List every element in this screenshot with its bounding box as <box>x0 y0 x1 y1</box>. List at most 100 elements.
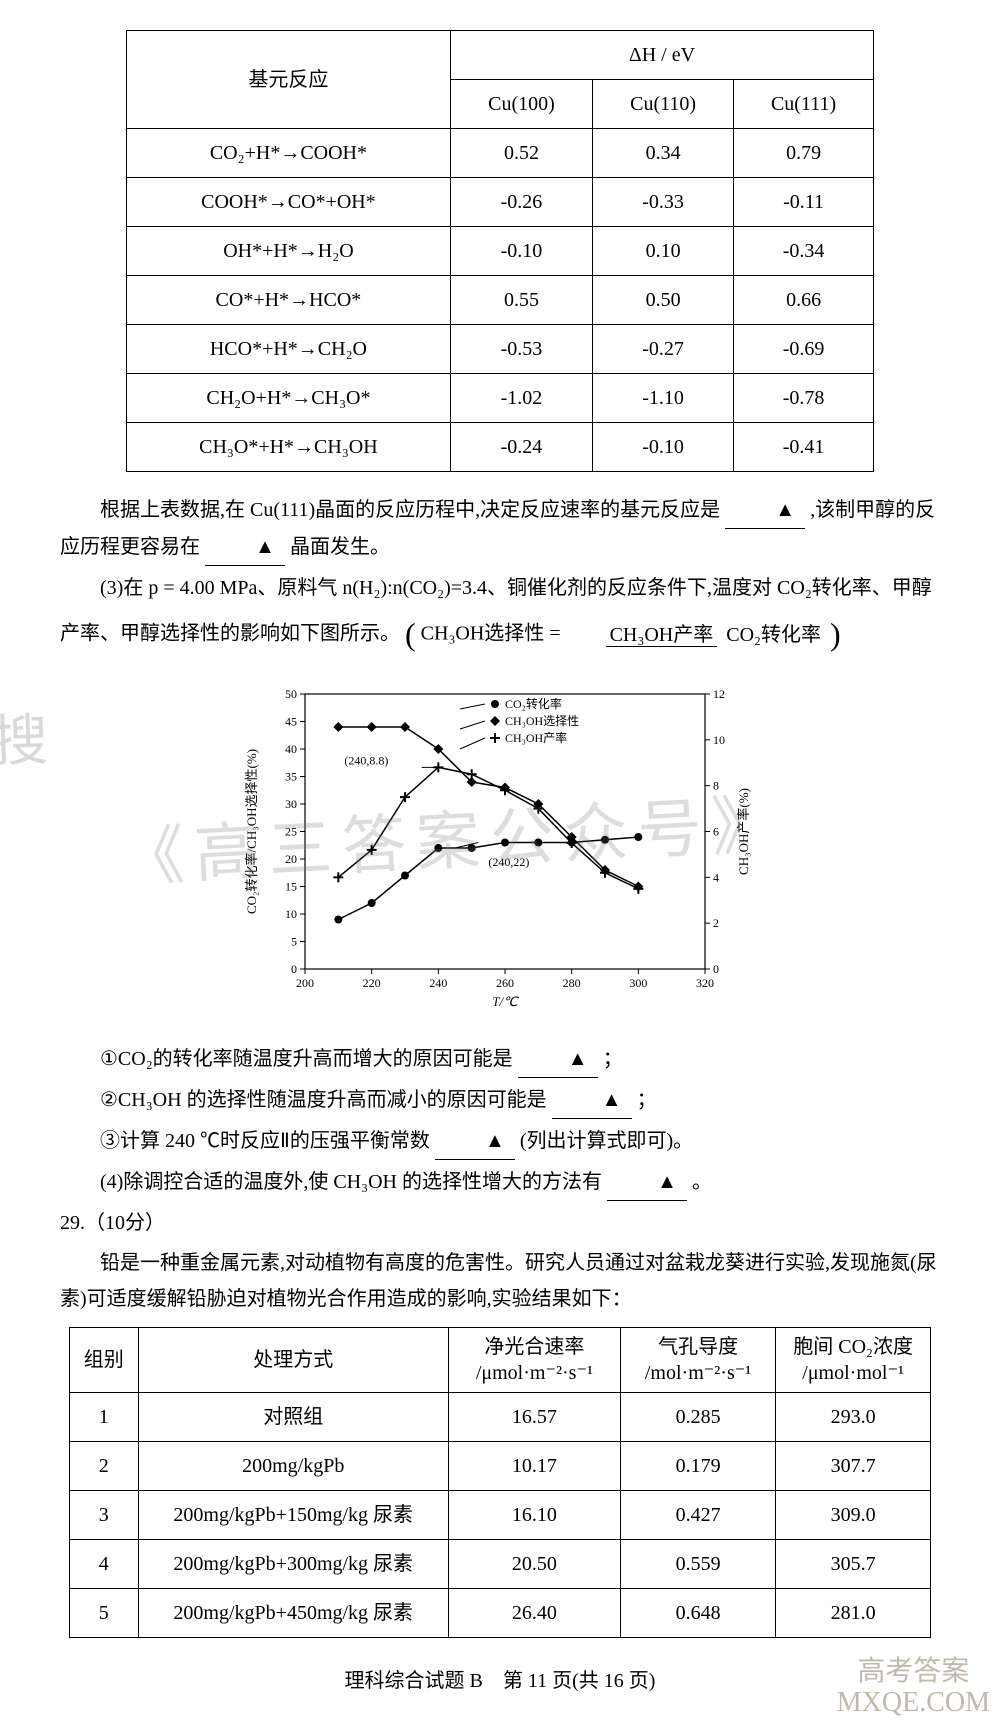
t1-value-cell: -0.53 <box>450 325 592 374</box>
blank-q3: ▲ <box>435 1123 515 1160</box>
blank-2: ▲ <box>205 529 285 566</box>
t1-reaction-cell: CH₃O*+H*→CH₃OH <box>127 423 451 472</box>
t2-cell: 0.285 <box>621 1392 776 1441</box>
t2-cell: 对照组 <box>138 1392 448 1441</box>
t1-value-cell: -0.78 <box>734 374 874 423</box>
svg-text:CH₃OH产率(%): CH₃OH产率(%) <box>736 788 751 875</box>
p1a: 根据上表数据,在 Cu(111)晶面的反应历程中,决定反应速率的基元反应是 <box>100 499 720 521</box>
t1-value-cell: 0.52 <box>450 129 592 178</box>
t2-cell: 281.0 <box>776 1588 931 1637</box>
svg-text:35: 35 <box>285 769 297 783</box>
svg-text:(240,8.8): (240,8.8) <box>344 753 388 767</box>
sel-frac: CH₃OH产率 CO₂转化率 <box>566 623 825 647</box>
t2-header-cell: 胞间 CO₂浓度 /μmol·mol⁻¹ <box>776 1327 931 1392</box>
t1-reaction-cell: HCO*+H*→CH₂O <box>127 325 451 374</box>
t2-cell: 1 <box>69 1392 138 1441</box>
svg-text:0: 0 <box>291 962 297 976</box>
svg-text:260: 260 <box>496 976 514 990</box>
sub-q2: ②CH₃OH 的选择性随温度升高而减小的原因可能是 ▲ ； <box>60 1082 940 1119</box>
elementary-reaction-table: 基元反应 ΔH / eV Cu(100) Cu(110) Cu(111) CO₂… <box>126 30 874 472</box>
t1-col-2: Cu(110) <box>593 80 734 129</box>
t2-cell: 4 <box>69 1539 138 1588</box>
t1-value-cell: -0.41 <box>734 423 874 472</box>
t1-h-dh: ΔH / eV <box>450 31 873 80</box>
svg-text:30: 30 <box>285 797 297 811</box>
svg-text:220: 220 <box>363 976 381 990</box>
t2-cell: 200mg/kgPb+300mg/kg 尿素 <box>138 1539 448 1588</box>
sel-lhs: CH₃OH选择性 = <box>421 622 561 644</box>
svg-text:8: 8 <box>713 778 719 792</box>
t1-value-cell: -0.10 <box>593 423 734 472</box>
blank-q4: ▲ <box>607 1164 687 1201</box>
t2-cell: 307.7 <box>776 1441 931 1490</box>
svg-text:T/℃: T/℃ <box>492 994 519 1009</box>
svg-text:45: 45 <box>285 714 297 728</box>
svg-text:200: 200 <box>296 976 314 990</box>
t2-cell: 309.0 <box>776 1490 931 1539</box>
t2-cell: 0.179 <box>621 1441 776 1490</box>
sub-q4: (4)除调控合适的温度外,使 CH₃OH 的选择性增大的方法有 ▲ 。 <box>60 1164 940 1201</box>
para-q3: (3)在 p = 4.00 MPa、原料气 n(H₂):n(CO₂)=3.4、铜… <box>60 570 940 664</box>
t1-value-cell: 0.34 <box>593 129 734 178</box>
t2-cell: 305.7 <box>776 1539 931 1588</box>
blank-q2: ▲ <box>552 1082 632 1119</box>
t2-cell: 0.648 <box>621 1588 776 1637</box>
t1-value-cell: -0.11 <box>734 178 874 227</box>
experiment-table: 组别处理方式净光合速率 /μmol·m⁻²·s⁻¹气孔导度 /mol·m⁻²·s… <box>69 1327 931 1638</box>
svg-text:320: 320 <box>696 976 714 990</box>
t1-value-cell: -0.10 <box>450 227 592 276</box>
t1-value-cell: -1.10 <box>593 374 734 423</box>
blank-q1: ▲ <box>518 1041 598 1078</box>
svg-text:15: 15 <box>285 879 297 893</box>
svg-text:2: 2 <box>713 916 719 930</box>
t2-cell: 16.10 <box>448 1490 620 1539</box>
sub-q1: ①CO₂的转化率随温度升高而增大的原因可能是 ▲ ； <box>60 1041 940 1078</box>
q29-header: 29.（10分） <box>60 1205 940 1241</box>
chart-svg: 2002202402602803003200510152025303540455… <box>240 674 760 1014</box>
t2-cell: 26.40 <box>448 1588 620 1637</box>
svg-text:(240,22): (240,22) <box>488 855 529 869</box>
t1-value-cell: -0.26 <box>450 178 592 227</box>
svg-text:25: 25 <box>285 824 297 838</box>
t2-cell: 0.427 <box>621 1490 776 1539</box>
t2-cell: 3 <box>69 1490 138 1539</box>
t2-cell: 16.57 <box>448 1392 620 1441</box>
t1-value-cell: -0.34 <box>734 227 874 276</box>
t2-header-cell: 组别 <box>69 1327 138 1392</box>
t2-cell: 20.50 <box>448 1539 620 1588</box>
sel-den: CO₂转化率 <box>722 624 825 646</box>
corner-watermark: 高考答案 MXQE.COM <box>837 1657 990 1719</box>
svg-text:4: 4 <box>713 870 719 884</box>
blank-1: ▲ <box>725 492 805 529</box>
t1-value-cell: 0.66 <box>734 276 874 325</box>
t1-h-reaction: 基元反应 <box>127 31 451 129</box>
svg-text:CO₂转化率: CO₂转化率 <box>505 696 562 711</box>
svg-text:40: 40 <box>285 742 297 756</box>
watermark-1: 微信搜 <box>0 691 50 798</box>
t1-value-cell: -0.27 <box>593 325 734 374</box>
t2-cell: 200mg/kgPb <box>138 1441 448 1490</box>
t2-cell: 200mg/kgPb+450mg/kg 尿素 <box>138 1588 448 1637</box>
sel-num: CH₃OH产率 <box>606 624 718 647</box>
svg-text:300: 300 <box>629 976 647 990</box>
svg-text:0: 0 <box>713 962 719 976</box>
svg-text:CO₂转化率/CH₃OH选择性(%): CO₂转化率/CH₃OH选择性(%) <box>244 749 259 914</box>
t1-value-cell: -0.24 <box>450 423 592 472</box>
t2-header-cell: 气孔导度 /mol·m⁻²·s⁻¹ <box>621 1327 776 1392</box>
t2-cell: 5 <box>69 1588 138 1637</box>
t1-reaction-cell: COOH*→CO*+OH* <box>127 178 451 227</box>
t2-cell: 10.17 <box>448 1441 620 1490</box>
q29-intro: 铅是一种重金属元素,对动植物有高度的危害性。研究人员通过对盆栽龙葵进行实验,发现… <box>60 1245 940 1317</box>
t2-cell: 2 <box>69 1441 138 1490</box>
t1-col-1: Cu(100) <box>450 80 592 129</box>
sub-q3: ③计算 240 ℃时反应Ⅱ的压强平衡常数 ▲ (列出计算式即可)。 <box>60 1123 940 1160</box>
svg-text:6: 6 <box>713 824 719 838</box>
t2-cell: 293.0 <box>776 1392 931 1441</box>
t1-value-cell: -0.69 <box>734 325 874 374</box>
svg-text:50: 50 <box>285 687 297 701</box>
svg-text:12: 12 <box>713 687 725 701</box>
t1-value-cell: -1.02 <box>450 374 592 423</box>
svg-text:20: 20 <box>285 852 297 866</box>
t1-value-cell: -0.33 <box>593 178 734 227</box>
t1-value-cell: 0.50 <box>593 276 734 325</box>
